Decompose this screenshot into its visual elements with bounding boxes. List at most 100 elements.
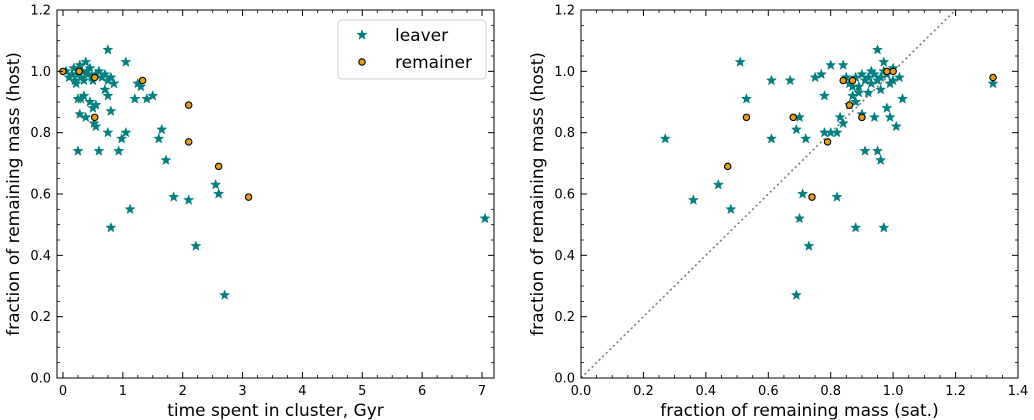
leaver-point [878,56,890,67]
leaver-point [815,68,827,80]
leaver-point [881,102,893,113]
leaver-point [93,145,105,156]
remainer-point [883,67,891,76]
leaver-point [797,188,809,199]
leaver-point [875,83,887,95]
y-tick-label: 0.2 [30,310,51,325]
leaver-point [850,221,862,233]
leaver-point [102,43,114,55]
remainer-point [138,76,147,85]
leaver-point [846,80,859,92]
leaver-point [129,93,141,104]
leaver-point [120,56,132,67]
leaver-point [156,123,168,135]
x-tick-label: 0.0 [571,384,592,399]
leaver-point [893,71,906,83]
x-tick-label: 6 [418,384,426,399]
remainer-point [808,193,816,201]
leaver-point [135,80,147,92]
x-tick-label: 1.4 [1008,384,1029,399]
leaver-point [868,111,881,123]
remainer-point [848,76,857,85]
remainer-point [90,73,99,82]
leaver-point [896,93,909,104]
y-tick-label: 0.8 [30,126,51,141]
x-tick-label: 7 [478,384,486,399]
remainer-legend-marker [358,58,366,66]
points-group [59,43,491,300]
remainer-point [90,113,99,122]
remainer-point [244,193,253,201]
x-tick-label: 0.2 [633,384,654,399]
points-group [659,43,999,300]
leaver-point [793,212,806,224]
leaver-point [124,203,136,215]
legend-box [337,19,487,80]
identity-reference-line [581,10,957,378]
y-axis-title: fraction of remaining mass (host) [4,52,24,336]
y-tick-label: 0.6 [554,188,575,203]
leaver-point [72,145,84,156]
leaver-point [871,145,884,156]
remainer-point [184,101,193,109]
leaver-point [120,126,132,138]
leaver-point [113,145,125,156]
leaver-point [790,123,802,135]
leaver-point [80,56,92,67]
left-scatter-panel: 0 1 2 3 4 5 6 7 0.0 0.2 0.4 0.6 0.8 1.0 1.2 time spent … [4,4,495,420]
leaver-point [712,178,724,190]
y-tick-label: 0.6 [30,188,51,203]
x-tick-label: 5 [358,384,366,399]
leaver-point [884,111,896,123]
leaver-point [74,108,86,120]
remainer-point [184,138,193,146]
leaver-point [153,132,165,144]
legend-label-remainer: remainer [395,53,472,73]
remainer-point [214,162,223,171]
remainer-point [989,73,997,82]
leaver-point [108,77,120,89]
leaver-point [837,59,849,70]
leaver-point [831,191,843,202]
remainer-point [789,113,798,122]
remainer-point [75,67,83,76]
leaver-point [765,132,778,144]
remainer-point [858,113,866,122]
leaver-point [99,68,111,80]
leaver-point [837,117,849,129]
remainer-point [889,67,897,76]
leaver-point [659,132,671,144]
leaver-point [160,154,172,166]
leaver-point [868,68,881,80]
x-tick-label: 3 [238,384,246,399]
y-tick-label: 0.8 [554,126,575,141]
x-tick-label: 0.6 [758,384,779,399]
leaver-point [84,62,96,74]
leaver-legend-marker [356,29,368,40]
leaver-point [856,68,868,80]
leaver-point [687,194,699,205]
y-tick-label: 1.0 [554,65,575,80]
leaver-point [168,191,180,202]
remainer-point [823,138,832,146]
leaver-point [105,221,117,233]
x-tick-label: 4 [298,384,306,399]
y-tick-label: 1.0 [30,65,51,80]
leaver-point [218,289,231,300]
leaver-point [987,77,999,89]
leaver-point [78,89,90,101]
x-axis-title: time spent in cluster, Gyr [167,401,384,420]
leaver-point [784,74,796,86]
leaver-point [90,99,102,110]
y-tick-label: 0.0 [554,372,575,387]
leaver-point [90,120,102,132]
leaver-point [800,132,812,144]
y-tick-label: 0.4 [30,249,51,264]
leaver-point [93,65,105,77]
leaver-point [859,145,871,156]
remainer-point [742,113,751,122]
leaver-point [183,194,195,205]
leaver-point [725,203,737,215]
leaver-point [875,154,887,166]
